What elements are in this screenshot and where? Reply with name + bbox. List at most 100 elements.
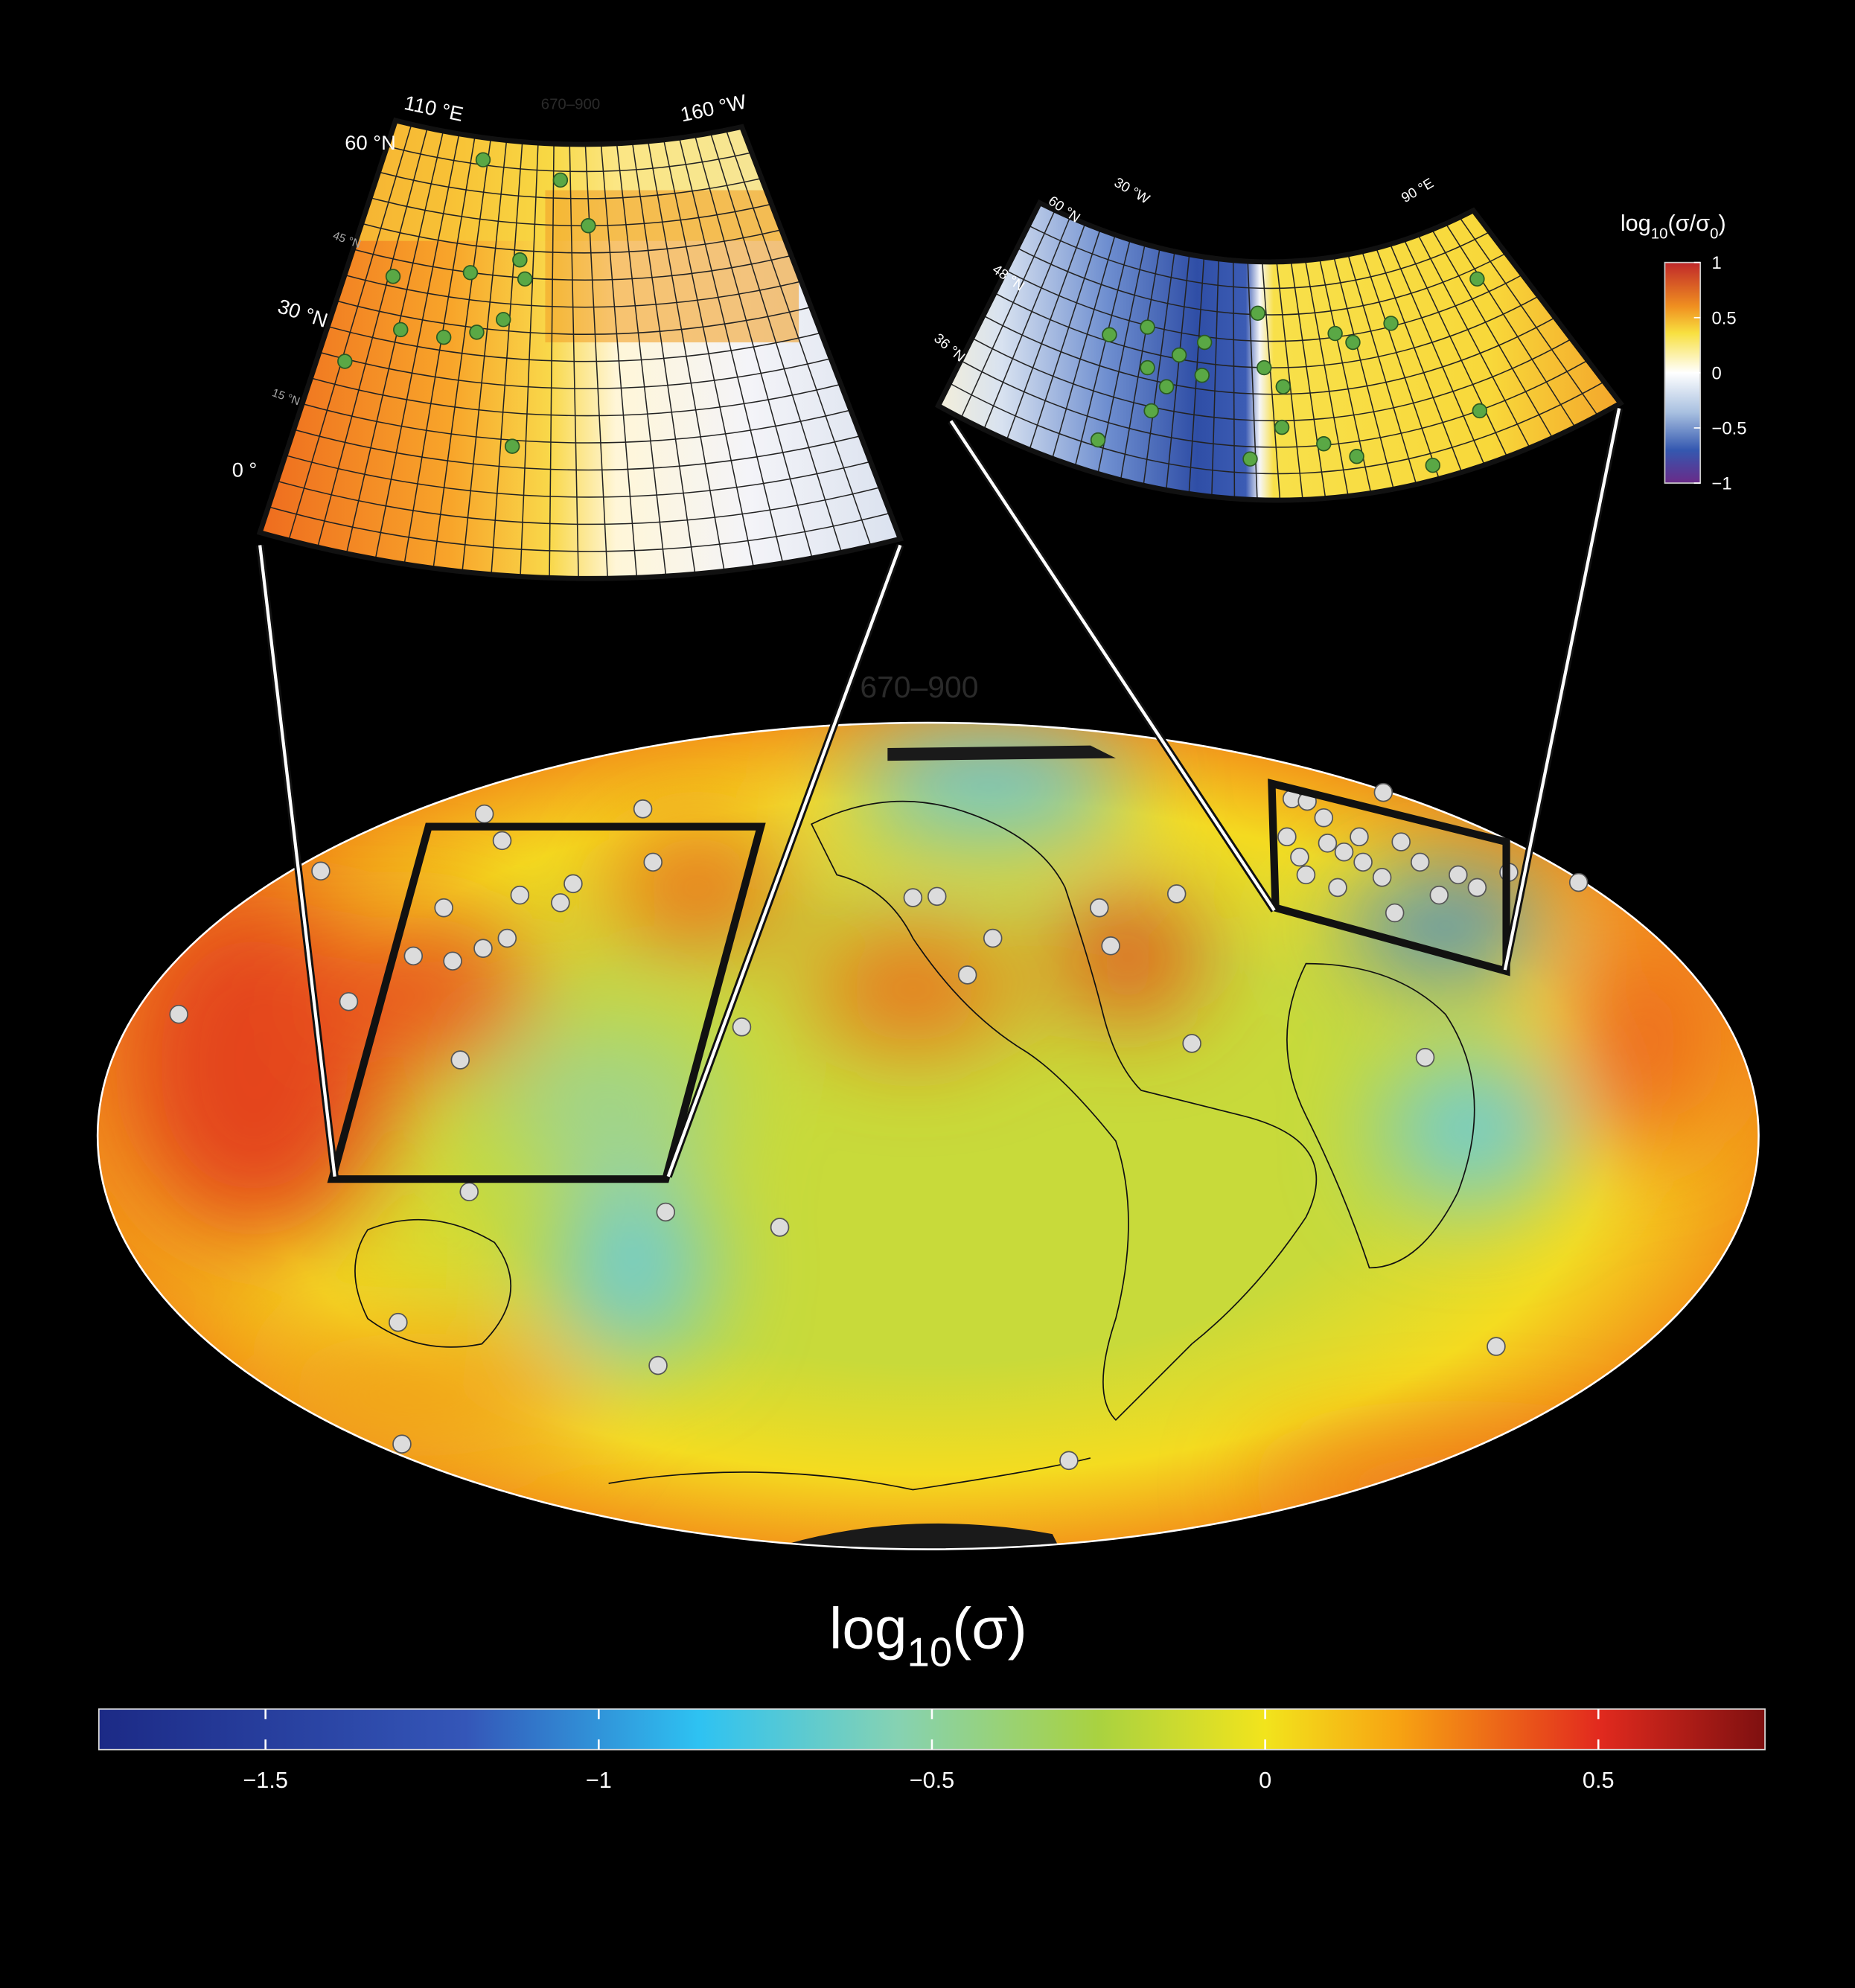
lat-label: 60 °N xyxy=(345,131,395,154)
grid-line xyxy=(971,337,1572,422)
station-marker xyxy=(928,886,947,907)
station-markers xyxy=(169,782,1589,1471)
grid-line xyxy=(344,274,802,308)
station-marker xyxy=(459,1182,479,1201)
station-markers xyxy=(337,152,1488,473)
grid-line xyxy=(1333,257,1394,490)
grid-line xyxy=(1261,261,1281,501)
station-marker xyxy=(1353,852,1373,872)
station-marker xyxy=(1318,834,1338,853)
station-marker xyxy=(633,799,653,819)
tick-label: 0.5 xyxy=(1583,1768,1615,1793)
grid-line xyxy=(1097,243,1146,474)
station-marker xyxy=(1316,436,1332,452)
grid-line xyxy=(1074,239,1131,467)
station-marker xyxy=(1349,449,1364,464)
grid-line xyxy=(1232,260,1236,499)
station-marker xyxy=(1383,316,1399,331)
tick-label: −1 xyxy=(586,1768,612,1793)
inset-frame xyxy=(934,199,1624,503)
grid-line xyxy=(285,454,871,498)
station-marker xyxy=(450,1050,470,1070)
station-marker xyxy=(983,928,1003,948)
station-marker xyxy=(1391,832,1411,851)
station-marker xyxy=(1171,347,1187,363)
map-outline xyxy=(96,721,1760,1550)
station-marker xyxy=(492,831,512,851)
grid-line xyxy=(1304,260,1349,496)
station-marker xyxy=(1334,842,1354,862)
station-marker xyxy=(1467,878,1487,898)
station-marker xyxy=(1373,782,1393,802)
station-marker xyxy=(643,852,662,872)
lon-label: 90 °E xyxy=(1399,175,1436,205)
station-marker xyxy=(1140,359,1155,376)
tick-label: 1 xyxy=(1712,253,1722,273)
grid-line xyxy=(1051,234,1116,459)
station-marker xyxy=(474,804,494,824)
station-marker xyxy=(1487,1337,1506,1356)
station-marker xyxy=(1158,379,1175,394)
station-marker xyxy=(393,322,409,338)
station-marker xyxy=(1472,403,1488,419)
grid-line xyxy=(268,506,891,552)
lon-label: 110 °E xyxy=(402,91,465,126)
grid-line xyxy=(1029,228,1101,450)
grid-line xyxy=(983,315,1556,395)
title-part: log xyxy=(829,1595,907,1661)
station-marker xyxy=(462,265,479,281)
grid-line xyxy=(301,403,852,444)
station-marker xyxy=(1469,271,1485,287)
grid-line xyxy=(949,381,1605,475)
grid-line xyxy=(1389,243,1485,466)
station-marker xyxy=(510,885,530,905)
grid-line xyxy=(1431,229,1554,438)
region-box xyxy=(1268,779,1510,977)
grid-line xyxy=(983,217,1071,430)
station-marker xyxy=(1250,305,1265,322)
grid-line xyxy=(1290,261,1326,499)
grid-line xyxy=(370,196,772,227)
grid-line xyxy=(1376,248,1463,473)
grid-line xyxy=(1028,225,1490,290)
station-marker xyxy=(1275,379,1292,394)
station-marker xyxy=(497,928,517,948)
grid-line xyxy=(1017,247,1507,316)
grid-line xyxy=(1417,234,1530,448)
station-marker xyxy=(1196,334,1213,351)
station-marker xyxy=(770,1218,790,1237)
grid-line xyxy=(378,171,762,199)
region-box xyxy=(327,822,766,1183)
grid-line xyxy=(960,359,1589,448)
station-marker xyxy=(1314,808,1334,828)
station-marker xyxy=(1290,847,1309,867)
grid-line xyxy=(361,223,782,254)
tick-label: 0 xyxy=(1259,1768,1271,1793)
station-marker xyxy=(473,939,493,958)
station-marker xyxy=(1059,1451,1079,1471)
tick-label: −0.5 xyxy=(1712,418,1747,438)
tick-label: 0 xyxy=(1712,363,1722,383)
title-part: (σ/σ xyxy=(1668,211,1711,236)
grid-line xyxy=(960,210,1056,418)
tick-label: −0.5 xyxy=(910,1768,955,1793)
station-marker xyxy=(1328,878,1347,898)
station-marker xyxy=(1410,852,1430,872)
station-marker xyxy=(1140,319,1155,335)
inset-left xyxy=(260,120,901,579)
title-part: 10 xyxy=(1651,225,1668,242)
grid-line xyxy=(336,300,811,335)
station-marker xyxy=(517,271,533,287)
grid-line xyxy=(1143,251,1175,486)
station-marker xyxy=(1415,1047,1435,1067)
grid-line xyxy=(1403,239,1508,458)
station-marker xyxy=(385,269,401,284)
lat-label: 0 ° xyxy=(232,458,258,482)
station-marker xyxy=(1568,872,1589,892)
station-marker xyxy=(656,1202,676,1222)
station-marker xyxy=(469,325,485,340)
station-marker xyxy=(551,893,570,913)
station-marker xyxy=(581,218,596,234)
